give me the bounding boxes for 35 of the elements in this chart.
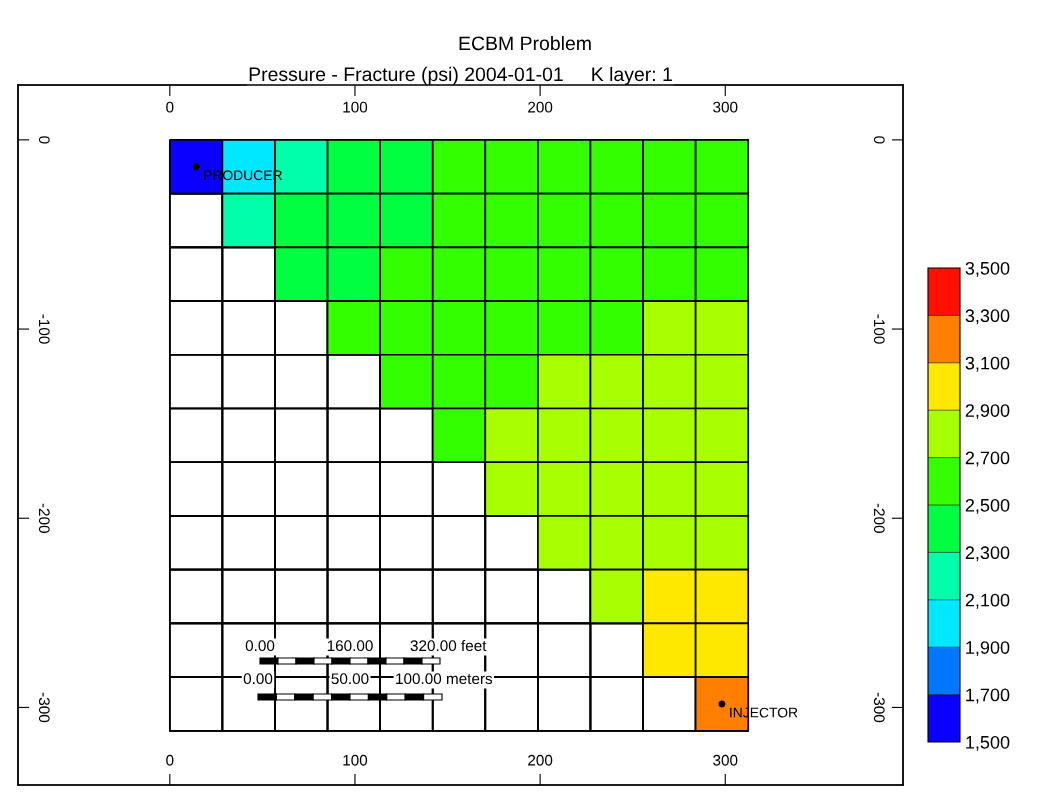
chart-title: ECBM Problem [459, 35, 591, 51]
x2-tick-label: 0 [166, 101, 174, 113]
annotation: 160.00 [327, 640, 373, 652]
color-bar-label: 1,500 [966, 735, 1010, 751]
color-bar-label: 3,300 [965, 309, 1010, 325]
y-tick-label: 0 [38, 136, 50, 144]
annotation: 50.00 [331, 673, 369, 685]
x-tick-label: 100 [343, 754, 368, 766]
x2-tick-label: 100 [343, 101, 368, 113]
x-tick-label: 0 [166, 754, 174, 766]
x-tick-label: 200 [528, 754, 553, 766]
annotation: 100.00 meters [396, 673, 493, 685]
y2-tick-label: -200 [873, 503, 885, 533]
color-bar-label: 1,900 [966, 641, 1010, 657]
x2-tick-label: 300 [713, 101, 738, 113]
y2-tick-label: 0 [873, 136, 885, 144]
annotation: 0.00 [243, 673, 273, 685]
color-bar-label: 2,500 [965, 498, 1010, 514]
color-bar-label: 1,700 [966, 688, 1010, 704]
color-bar-label: 3,100 [965, 356, 1010, 372]
y2-tick-label: -300 [873, 692, 885, 723]
chart-subtitle: Pressure - Fracture (psi) 2004-01-01 K layer: 1 [249, 66, 672, 85]
y2-tick-label: -100 [873, 314, 885, 344]
color-bar-label: 2,300 [965, 546, 1010, 562]
color-bar-label: 3,500 [965, 261, 1010, 277]
color-bar-label: 2,900 [965, 404, 1010, 420]
y-tick-label: -300 [38, 692, 50, 723]
y-tick-label: -100 [38, 314, 50, 344]
y-tick-label: -200 [38, 503, 50, 533]
color-bar-label: 2,100 [965, 593, 1010, 609]
color-bar-label: 2,700 [965, 451, 1010, 467]
annotation: 320.00 feet [410, 639, 487, 652]
x2-tick-label: 200 [528, 101, 553, 113]
x-tick-label: 300 [713, 754, 738, 766]
annotation: 0.00 [245, 640, 275, 652]
